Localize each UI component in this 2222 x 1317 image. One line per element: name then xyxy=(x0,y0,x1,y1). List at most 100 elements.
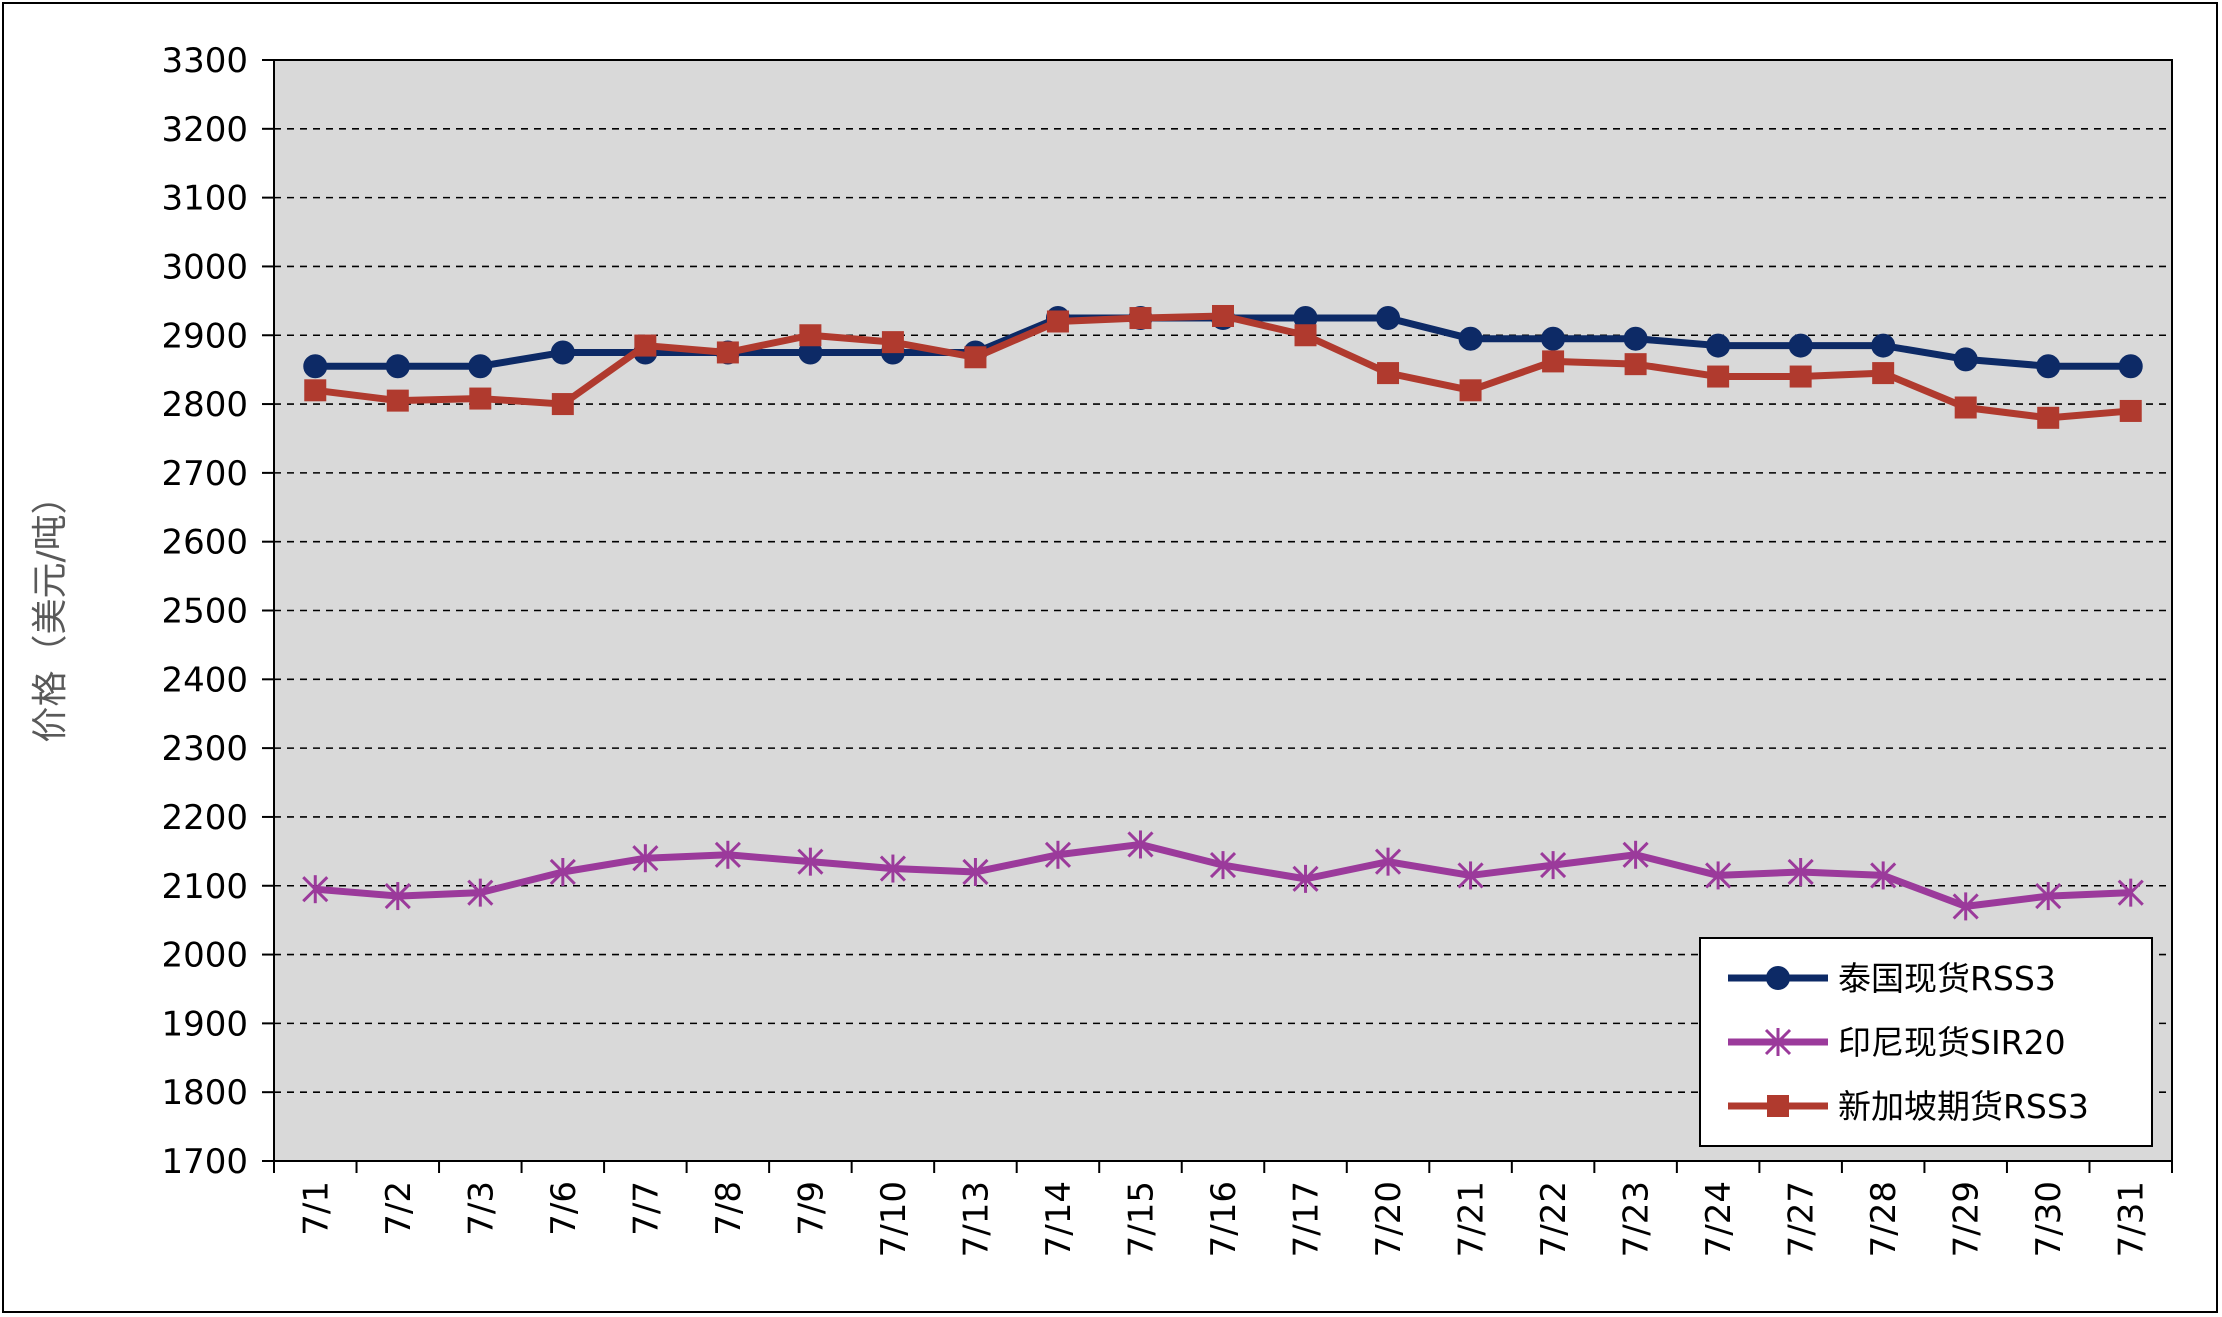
legend-item: 泰国现货RSS3 xyxy=(1728,959,2056,998)
y-tick-label: 2800 xyxy=(161,385,248,425)
legend-label: 泰国现货RSS3 xyxy=(1838,959,2056,998)
data-point xyxy=(1787,857,1814,886)
legend: 泰国现货RSS3 印尼现货SIR20 新加坡期货RSS3 xyxy=(1699,937,2153,1147)
data-point xyxy=(468,354,493,379)
x-tick-label: 7/3 xyxy=(461,1181,501,1236)
data-point xyxy=(2036,354,2061,379)
data-point xyxy=(1376,306,1401,331)
data-point xyxy=(716,341,739,364)
data-point xyxy=(550,340,575,365)
data-point xyxy=(881,331,904,354)
x-tick-label: 7/24 xyxy=(1699,1181,1739,1257)
y-tick-label: 2600 xyxy=(161,523,248,563)
legend-marker xyxy=(1764,1028,1792,1056)
data-point xyxy=(1789,365,1812,388)
y-tick-label: 2300 xyxy=(161,729,248,769)
legend-marker xyxy=(1767,1095,1789,1117)
data-point xyxy=(1953,347,1978,372)
data-point xyxy=(1624,353,1647,376)
data-point xyxy=(386,389,409,412)
data-point xyxy=(2035,882,2062,911)
x-axis-ticks: 7/1 7/2 7/3 7/6 7/7 7/8 7/9 7/10 7/13 7/14 7/15 7/1… xyxy=(273,1161,2173,1257)
data-point xyxy=(1457,861,1484,890)
data-point xyxy=(1952,892,1979,921)
x-tick-label: 7/2 xyxy=(379,1181,419,1236)
data-point xyxy=(384,882,411,911)
data-point xyxy=(302,875,329,904)
data-point xyxy=(1377,362,1400,385)
data-point xyxy=(1459,379,1482,402)
x-tick-label: 7/29 xyxy=(1947,1181,1987,1257)
legend-item: 印尼现货SIR20 xyxy=(1728,1023,2066,1062)
data-point xyxy=(551,393,574,416)
data-point xyxy=(1540,851,1567,880)
data-point xyxy=(467,878,494,907)
data-point xyxy=(1541,326,1566,351)
y-tick-label: 2500 xyxy=(161,592,248,632)
y-tick-label: 2000 xyxy=(161,936,248,976)
data-point xyxy=(1707,365,1730,388)
data-point xyxy=(799,324,822,347)
x-tick-label: 7/13 xyxy=(956,1181,996,1257)
data-point xyxy=(797,847,824,876)
data-point xyxy=(1127,830,1154,859)
y-tick-label: 1800 xyxy=(161,1073,248,1113)
data-point xyxy=(303,354,328,379)
series-3 xyxy=(304,304,2142,429)
data-point xyxy=(1542,350,1565,373)
x-tick-label: 7/7 xyxy=(626,1181,666,1236)
x-tick-label: 7/16 xyxy=(1204,1181,1244,1257)
data-point xyxy=(1872,362,1895,385)
data-point xyxy=(1292,864,1319,893)
data-point xyxy=(1954,396,1977,419)
x-tick-label: 7/30 xyxy=(2029,1181,2069,1257)
data-point xyxy=(2119,399,2142,422)
y-tick-label: 3300 xyxy=(161,41,248,81)
y-tick-label: 1700 xyxy=(161,1142,248,1182)
data-point xyxy=(1706,333,1731,358)
x-tick-label: 7/28 xyxy=(1864,1181,1904,1257)
legend-label: 印尼现货SIR20 xyxy=(1838,1023,2066,1062)
data-point xyxy=(2117,878,2144,907)
data-point xyxy=(1622,840,1649,869)
x-tick-label: 7/27 xyxy=(1782,1181,1822,1257)
x-tick-label: 7/20 xyxy=(1369,1181,1409,1257)
data-point xyxy=(469,387,492,410)
x-tick-label: 7/23 xyxy=(1617,1181,1657,1257)
data-point xyxy=(714,840,741,869)
x-tick-label: 7/22 xyxy=(1534,1181,1574,1257)
x-tick-label: 7/6 xyxy=(544,1181,584,1236)
y-axis-label: 价格（美元/吨） xyxy=(30,478,71,742)
data-point xyxy=(2118,354,2143,379)
data-point xyxy=(1212,304,1234,327)
x-tick-label: 7/9 xyxy=(791,1181,831,1236)
x-tick-label: 7/17 xyxy=(1287,1181,1327,1257)
y-tick-label: 3200 xyxy=(161,110,248,150)
legend-marker xyxy=(1766,966,1790,990)
series-2 xyxy=(302,830,2144,921)
data-point xyxy=(1788,333,1813,358)
y-tick-label: 2700 xyxy=(161,454,248,494)
y-tick-label: 3100 xyxy=(161,179,248,219)
data-point xyxy=(634,334,657,357)
y-tick-label: 2400 xyxy=(161,660,248,700)
data-point xyxy=(549,857,576,886)
data-point xyxy=(1458,326,1483,351)
data-point xyxy=(304,379,327,402)
data-point xyxy=(385,354,410,379)
x-tick-label: 7/1 xyxy=(296,1181,336,1236)
y-tick-label: 2100 xyxy=(161,867,248,907)
data-point xyxy=(879,854,906,883)
y-tick-label: 2900 xyxy=(161,316,248,356)
y-tick-label: 1900 xyxy=(161,1004,248,1044)
x-tick-label: 7/15 xyxy=(1121,1181,1161,1257)
data-point xyxy=(1871,333,1896,358)
data-point xyxy=(1705,861,1732,890)
data-point xyxy=(1623,326,1648,351)
data-point xyxy=(1374,847,1402,876)
data-point xyxy=(1294,324,1317,347)
y-tick-label: 3000 xyxy=(161,247,248,287)
data-point xyxy=(1044,840,1072,869)
legend-label: 新加坡期货RSS3 xyxy=(1838,1087,2089,1126)
